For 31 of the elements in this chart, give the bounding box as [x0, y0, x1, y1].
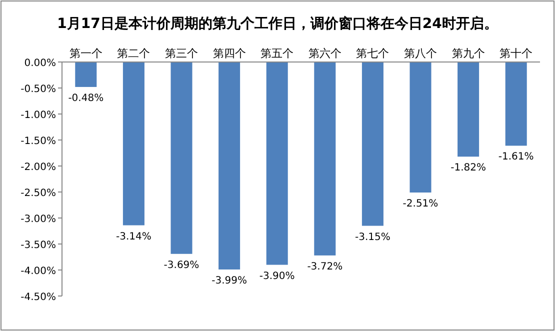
x-tick-label: 第六个 [308, 47, 342, 60]
x-tick-label: 第一个 [69, 47, 102, 60]
y-tick-label: -3.00% [20, 214, 56, 225]
data-label: -3.69% [164, 260, 200, 271]
x-tick-label: 第五个 [260, 47, 294, 60]
data-label: -1.61% [498, 152, 534, 163]
y-tick-label: -1.00% [20, 110, 56, 121]
data-label: -3.14% [116, 231, 152, 242]
data-label: -3.15% [355, 232, 390, 243]
data-label: -3.99% [212, 275, 247, 286]
data-label: -3.72% [307, 261, 343, 272]
title: 1月17日是本计价周期的第九个工作日，调价窗口将在今日24时开启。 [57, 16, 498, 32]
data-label: -2.51% [402, 198, 438, 210]
y-tick-label: -3.50% [20, 240, 56, 251]
x-tick-label: 第十个 [500, 47, 533, 60]
data-label: -3.90% [259, 270, 295, 282]
x-tick-label: 第八个 [404, 47, 437, 60]
data-label: -1.82% [450, 162, 486, 174]
x-tick-label: 第四个 [212, 47, 246, 60]
y-tick-label: -2.00% [20, 162, 56, 173]
x-tick-label: 第七个 [356, 47, 390, 60]
y-tick-label: 0.00% [24, 58, 56, 69]
x-tick-label: 第三个 [165, 47, 198, 60]
data-label: -0.48% [68, 92, 104, 104]
y-tick-label: -4.00% [20, 266, 56, 277]
y-tick-label: -2.50% [20, 188, 56, 199]
y-tick-label: -1.50% [20, 136, 56, 147]
y-tick-label: -0.50% [20, 84, 56, 95]
y-tick-label: -4.50% [20, 292, 56, 303]
x-tick-label: 第二个 [117, 47, 150, 60]
x-tick-label: 第九个 [452, 47, 485, 60]
